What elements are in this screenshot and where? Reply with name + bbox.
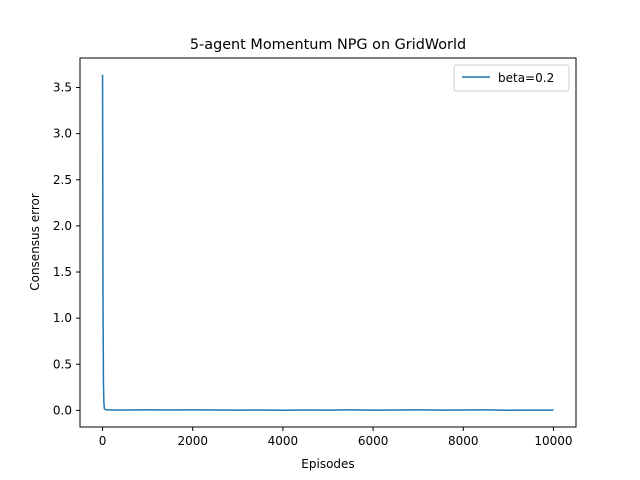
y-axis-ticks: 0.0 0.5 1.0 1.5 2.0 2.5 3.0 3.5: [53, 81, 80, 417]
y-tick-label: 0.0: [53, 403, 72, 417]
y-tick-label: 2.0: [53, 219, 72, 233]
legend-label-beta: beta=0.2: [498, 71, 554, 85]
legend-box: [453, 64, 570, 92]
x-tick-label: 6000: [358, 434, 389, 448]
y-axis-label: Consensus error: [28, 193, 42, 291]
x-axis-ticks: 0 2000 4000 6000 8000 10000: [99, 427, 573, 448]
y-tick-label: 3.0: [53, 127, 72, 141]
plot-frame: [79, 57, 577, 428]
series-line-beta: [101, 74, 554, 411]
y-tick-label: 2.5: [53, 173, 72, 187]
y-tick-label: 0.5: [53, 357, 72, 371]
x-tick-label: 8000: [448, 434, 479, 448]
chart-title: 5-agent Momentum NPG on GridWorld: [190, 37, 466, 53]
x-axis-label: Episodes: [301, 457, 354, 471]
plot-area: [79, 57, 577, 428]
x-tick-label: 10000: [534, 434, 572, 448]
legend: beta=0.2: [453, 64, 570, 92]
x-tick-label: 0: [99, 434, 107, 448]
y-tick-label: 1.0: [53, 311, 72, 325]
x-tick-label: 2000: [177, 434, 208, 448]
x-tick-label: 4000: [268, 434, 299, 448]
y-tick-label: 3.5: [53, 81, 72, 95]
y-tick-label: 1.5: [53, 265, 72, 279]
